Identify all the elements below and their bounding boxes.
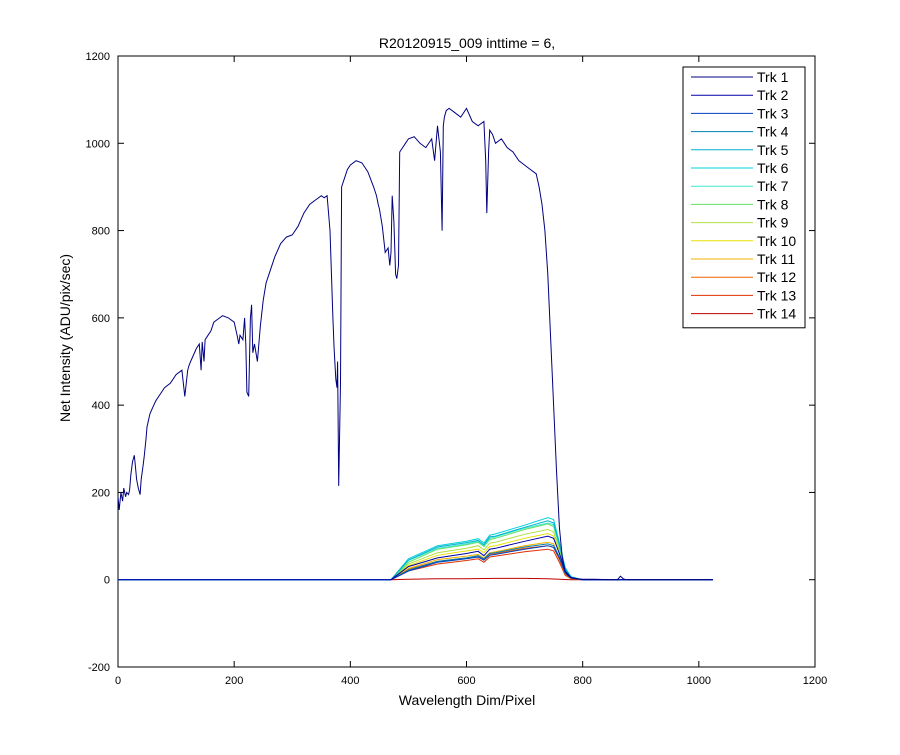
y-tick-label: -200 [88,662,110,674]
legend-label-trk-12: Trk 12 [757,269,796,285]
y-tick-label: 400 [92,400,110,412]
x-tick-label: 1200 [803,675,827,687]
series-line-trk-13 [118,548,713,581]
legend-box [682,66,806,329]
y-tick-label: 600 [92,313,110,325]
y-tick-label: 800 [92,226,110,238]
legend-label-trk-13: Trk 13 [757,287,796,303]
x-tick-label: 600 [457,675,475,687]
y-tick-label: 1200 [86,51,110,63]
y-axis-title: Net Intensity (ADU/pix/sec) [57,254,73,422]
series-line-trk-1 [117,107,713,581]
x-tick-label: 0 [115,675,121,687]
x-tick-label: 1000 [687,675,711,687]
legend-label-trk-1: Trk 1 [757,69,789,85]
series-line-trk-6 [118,517,713,581]
legend-label-trk-14: Trk 14 [757,306,796,322]
legend-label-trk-2: Trk 2 [757,87,789,103]
legend: Trk 1 Trk 2 Trk 3 Trk 4 Trk 5 Trk 6 Trk 7 Trk 8… [682,66,806,329]
legend-label-trk-10: Trk 10 [757,233,796,249]
y-tick-label: 200 [92,487,110,499]
legend-label-trk-3: Trk 3 [757,105,789,121]
x-tick-label: 800 [573,675,591,687]
series-line-trk-5 [118,520,713,581]
legend-label-trk-7: Trk 7 [757,178,789,194]
series-line-trk-14 [118,577,713,581]
legend-label-trk-11: Trk 11 [757,251,795,267]
legend-label-trk-4: Trk 4 [757,124,789,140]
legend-label-trk-6: Trk 6 [757,160,789,176]
chart-title: R20120915_009 inttime = 6, [379,35,555,51]
y-tick-label: 1000 [86,138,110,150]
x-tick-label: 400 [341,675,359,687]
legend-label-trk-8: Trk 8 [757,196,789,212]
legend-label-trk-9: Trk 9 [757,215,789,231]
x-axis-title: Wavelength Dim/Pixel [399,692,535,708]
legend-label-trk-5: Trk 5 [757,142,789,158]
x-tick-label: 200 [225,675,243,687]
y-tick-label: 0 [104,575,110,587]
